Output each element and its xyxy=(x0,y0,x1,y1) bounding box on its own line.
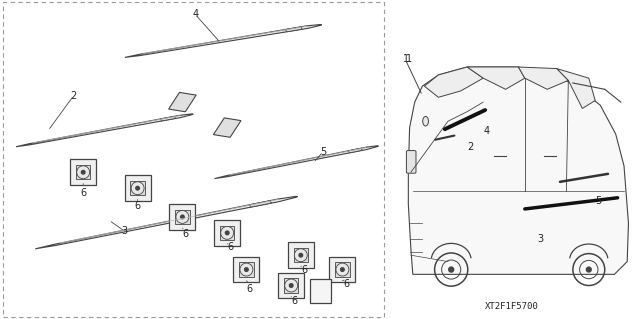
Text: 6: 6 xyxy=(301,264,307,275)
Text: XT2F1F5700: XT2F1F5700 xyxy=(485,302,539,311)
Polygon shape xyxy=(161,116,176,121)
Ellipse shape xyxy=(423,116,428,126)
Bar xyxy=(175,210,189,224)
Text: 6: 6 xyxy=(344,279,350,289)
Ellipse shape xyxy=(77,166,90,179)
Text: 5: 5 xyxy=(320,146,326,157)
Bar xyxy=(330,256,355,283)
Bar xyxy=(70,159,96,185)
Polygon shape xyxy=(125,25,321,57)
Ellipse shape xyxy=(81,170,85,174)
Ellipse shape xyxy=(225,231,229,235)
Polygon shape xyxy=(518,67,568,89)
Ellipse shape xyxy=(244,268,248,271)
Bar xyxy=(3,2,384,317)
Text: 6: 6 xyxy=(134,201,141,211)
Bar xyxy=(76,165,90,179)
Text: 4: 4 xyxy=(483,126,490,136)
Polygon shape xyxy=(557,69,595,108)
Ellipse shape xyxy=(449,267,454,272)
Bar xyxy=(168,93,196,112)
Ellipse shape xyxy=(180,215,184,219)
Text: 2: 2 xyxy=(467,142,474,152)
Bar xyxy=(234,256,259,283)
Ellipse shape xyxy=(340,268,344,271)
Ellipse shape xyxy=(240,263,253,276)
Bar xyxy=(239,262,253,277)
Text: 6: 6 xyxy=(182,229,189,240)
Polygon shape xyxy=(424,67,483,97)
Polygon shape xyxy=(214,146,378,179)
Ellipse shape xyxy=(294,249,307,262)
Bar xyxy=(220,226,234,240)
Ellipse shape xyxy=(289,284,293,287)
Polygon shape xyxy=(250,201,271,207)
Text: 3: 3 xyxy=(122,226,128,236)
Bar xyxy=(131,181,145,195)
Ellipse shape xyxy=(136,186,140,190)
Bar xyxy=(213,118,241,137)
Ellipse shape xyxy=(221,226,234,239)
Polygon shape xyxy=(35,197,298,249)
Ellipse shape xyxy=(176,211,189,223)
Polygon shape xyxy=(467,67,525,89)
Bar xyxy=(310,279,331,303)
Text: 5: 5 xyxy=(595,196,602,206)
Bar xyxy=(284,278,298,293)
Polygon shape xyxy=(16,114,193,147)
Bar xyxy=(335,262,349,277)
Ellipse shape xyxy=(336,263,349,276)
Polygon shape xyxy=(285,27,302,32)
Bar xyxy=(288,242,314,268)
Bar xyxy=(170,204,195,230)
Polygon shape xyxy=(348,148,362,153)
Bar xyxy=(214,220,240,246)
Bar xyxy=(294,248,308,262)
Ellipse shape xyxy=(285,279,298,292)
Bar xyxy=(125,175,150,201)
Text: 1: 1 xyxy=(406,54,413,64)
Text: 6: 6 xyxy=(80,188,86,198)
Text: 6: 6 xyxy=(246,284,253,294)
Text: 6: 6 xyxy=(227,242,234,252)
Bar xyxy=(278,272,304,299)
Ellipse shape xyxy=(586,267,591,272)
Text: 4: 4 xyxy=(192,9,198,19)
Polygon shape xyxy=(408,67,628,274)
Text: 6: 6 xyxy=(291,296,298,307)
Ellipse shape xyxy=(131,182,144,195)
Text: 2: 2 xyxy=(70,91,77,101)
Text: 3: 3 xyxy=(538,234,544,244)
Ellipse shape xyxy=(299,253,303,257)
Text: 1: 1 xyxy=(403,54,410,64)
FancyBboxPatch shape xyxy=(406,151,416,173)
